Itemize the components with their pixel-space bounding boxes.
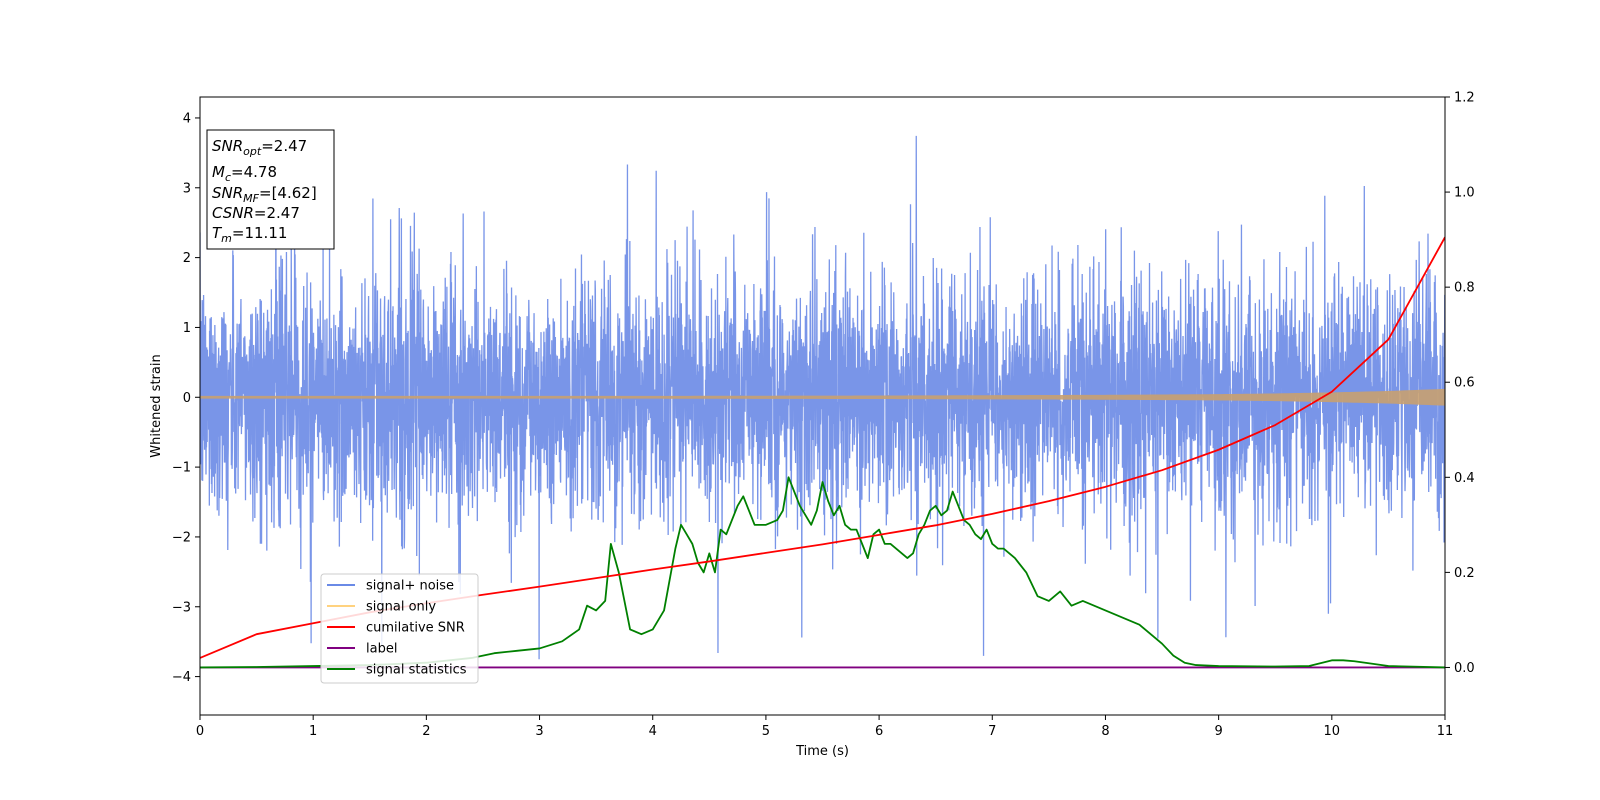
- signal-only-band: [200, 388, 1445, 406]
- legend: signal+ noise signal only cumilative SNR la…: [320, 573, 479, 684]
- stats-tm: Tm=11.11: [212, 224, 287, 245]
- stats-box: SNRopt=2.47 Mc=4.78 SNRMF=[4.62] CSNR=2.…: [206, 129, 335, 250]
- y2-tick-label: 0.2: [1454, 566, 1475, 581]
- stats-csnr: CSNR=2.47: [212, 204, 300, 222]
- x-tick-label: 9: [1214, 724, 1222, 739]
- axes: 0 1 2 3 4 5 6 7 8 9 10 11 −4 −3 −2 −1 0 1 2 3 4 0.0 0.2 0.4 0.6 0…: [172, 91, 1475, 740]
- plot-frame: [199, 96, 1446, 716]
- legend-label: signal+ noise: [366, 579, 454, 594]
- y-tick-label: −4: [172, 670, 191, 685]
- y-axis-label: Whitened strain: [149, 354, 164, 457]
- mc-symbol: M: [212, 163, 225, 181]
- legend-label: cumilative SNR: [366, 621, 465, 636]
- signal-noise-line: [200, 135, 1445, 660]
- stats-snr-mf: SNRMF=[4.62]: [212, 184, 317, 205]
- x-tick-label: 5: [762, 724, 770, 739]
- y-tick-label: −2: [172, 530, 191, 545]
- y-tick-label: 4: [183, 111, 191, 126]
- snr-mf-symbol: SNR: [212, 184, 243, 202]
- x-tick-label: 4: [649, 724, 657, 739]
- snr-mf-subscript: MF: [243, 192, 259, 205]
- signal-statistics-line: [200, 476, 1445, 669]
- x-tick-label: 10: [1324, 724, 1341, 739]
- y2-tick-label: 0.6: [1454, 376, 1475, 391]
- y-tick-label: −1: [172, 461, 191, 476]
- y2-tick-label: 1.0: [1454, 186, 1475, 201]
- legend-label: label: [366, 642, 397, 657]
- legend-label: signal only: [366, 600, 436, 615]
- snr-mf-value: =[4.62]: [259, 184, 317, 202]
- x-tick-label: 2: [422, 724, 430, 739]
- y-tick-label: 2: [183, 251, 191, 266]
- y2-tick-label: 0.4: [1454, 471, 1475, 486]
- tm-symbol: T: [212, 224, 223, 242]
- stats-mc: Mc=4.78: [212, 163, 277, 184]
- x-tick-label: 11: [1437, 724, 1454, 739]
- csnr-value: =2.47: [254, 204, 300, 222]
- plot-root: 0 1 2 3 4 5 6 7 8 9 10 11 −4 −3 −2 −1 0 1 2 3 4 0.0 0.2 0.4 0.6 0…: [149, 91, 1475, 760]
- x-tick-label: 3: [535, 724, 543, 739]
- mc-value: =4.78: [231, 163, 277, 181]
- x-tick-label: 6: [875, 724, 883, 739]
- y2-tick-label: 0.0: [1454, 661, 1475, 676]
- x-tick-label: 0: [196, 724, 204, 739]
- x-axis-label: Time (s): [795, 744, 849, 759]
- y-tick-label: 0: [183, 391, 191, 406]
- y2-tick-label: 1.2: [1454, 91, 1475, 106]
- csnr-symbol: CSNR: [212, 204, 254, 222]
- legend-frame: [320, 573, 479, 684]
- y-tick-label: 1: [183, 321, 191, 336]
- x-tick-label: 8: [1101, 724, 1109, 739]
- snr-opt-symbol: SNR: [212, 137, 243, 155]
- stats-box-frame: [206, 129, 335, 250]
- y2-tick-label: 0.8: [1454, 281, 1475, 296]
- legend-label: signal statistics: [366, 663, 467, 678]
- x-tick-label: 7: [988, 724, 996, 739]
- x-tick-label: 1: [309, 724, 317, 739]
- mc-subscript: c: [225, 171, 231, 184]
- y-tick-label: 3: [183, 181, 191, 196]
- signal-only-series: [200, 388, 1445, 406]
- stats-snr-opt: SNRopt=2.47: [212, 137, 307, 158]
- tm-value: =11.11: [232, 224, 288, 242]
- snr-opt-value: =2.47: [261, 137, 307, 155]
- snr-opt-subscript: opt: [243, 145, 262, 158]
- signal-noise-series: [200, 135, 1445, 660]
- y-tick-label: −3: [172, 600, 191, 615]
- tm-subscript: m: [221, 232, 232, 245]
